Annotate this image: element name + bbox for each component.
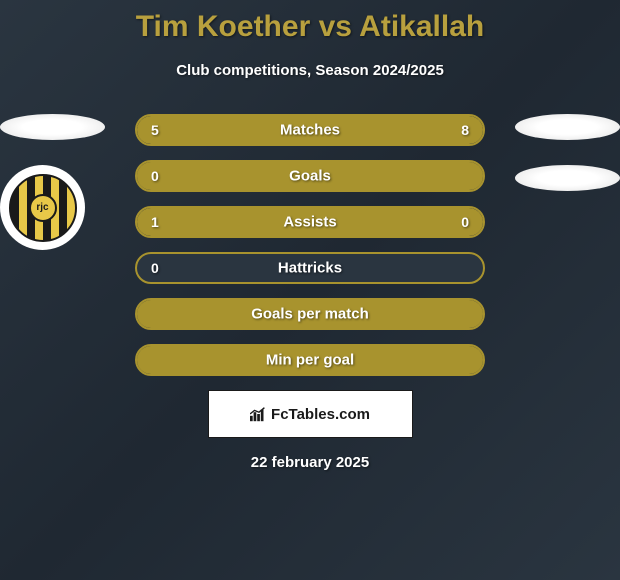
footer-brand-text: FcTables.com (271, 406, 370, 423)
footer-logo: FcTables.com (250, 406, 370, 423)
team-logo-text: rjc (29, 194, 57, 222)
stat-label: Hattricks (137, 260, 483, 277)
page-title: Tim Koether vs Atikallah (0, 0, 620, 44)
stat-value-right: 0 (461, 214, 469, 230)
player-badge-right-2 (515, 165, 620, 191)
stat-bar-goals-per-match: Goals per match (135, 298, 485, 330)
chart-icon (250, 406, 268, 422)
date-text: 22 february 2025 (0, 454, 620, 471)
stat-bar-hattricks: 0 Hattricks (135, 252, 485, 284)
footer-branding: FcTables.com (208, 390, 413, 438)
page-subtitle: Club competitions, Season 2024/2025 (0, 62, 620, 79)
team-logo-left: rjc (0, 165, 85, 250)
player-badge-left-1 (0, 114, 105, 140)
stat-bar-matches: 5 Matches 8 (135, 114, 485, 146)
stat-label: Assists (137, 214, 483, 231)
stat-bar-min-per-goal: Min per goal (135, 344, 485, 376)
left-badges-column: rjc (0, 114, 105, 250)
stat-label: Goals per match (137, 306, 483, 323)
stat-label: Goals (137, 168, 483, 185)
stat-bar-assists: 1 Assists 0 (135, 206, 485, 238)
stat-bars-container: 5 Matches 8 0 Goals 1 Assists 0 0 Hattri… (135, 114, 485, 376)
player-badge-right-1 (515, 114, 620, 140)
stat-bar-goals: 0 Goals (135, 160, 485, 192)
stat-label: Min per goal (137, 352, 483, 369)
stat-label: Matches (137, 122, 483, 139)
stat-value-right: 8 (461, 122, 469, 138)
content-area: rjc 5 Matches 8 0 Goals 1 Assists 0 (0, 114, 620, 376)
right-badges-column (515, 114, 620, 216)
